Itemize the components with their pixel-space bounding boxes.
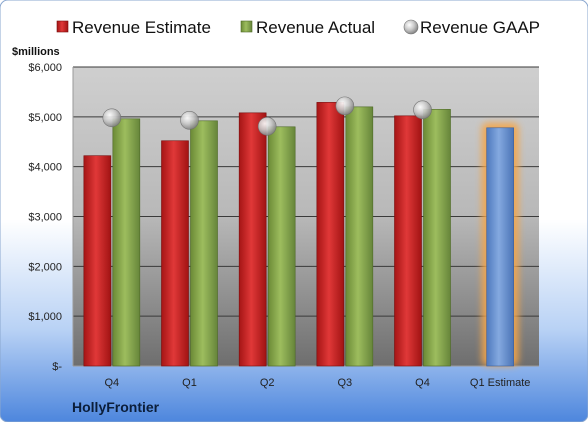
legend-swatch: [403, 19, 419, 35]
x-tick-label: Q3: [337, 377, 352, 389]
marker-revenue-gaap: [413, 100, 432, 120]
y-tick-label: $-: [52, 361, 62, 373]
marker-revenue-gaap: [257, 117, 277, 136]
y-tick-label: $3,000: [28, 212, 62, 224]
legend-label: Revenue Estimate: [72, 18, 211, 37]
bar-revenue-estimate: [161, 140, 189, 367]
bar-revenue-estimate: [316, 102, 345, 367]
legend: Revenue Estimate Revenue Actual Revenue GA…: [56, 18, 540, 37]
x-tick-label: Q1: [182, 377, 197, 389]
bar-revenue-estimate: [238, 112, 267, 367]
bar-revenue-actual: [112, 118, 141, 367]
y-tick-label: $1,000: [28, 311, 62, 323]
y-tick-label: $4,000: [28, 162, 62, 174]
marker-revenue-gaap: [102, 108, 122, 128]
bar-revenue-actual: [267, 126, 296, 367]
legend-label: Revenue GAAP: [420, 18, 540, 37]
x-tick-label: Q4: [104, 377, 119, 389]
legend-swatch: [240, 20, 253, 33]
company-name: HollyFrontier: [72, 399, 160, 415]
unit-label: $millions: [12, 46, 60, 58]
bar-q1-estimate: [486, 127, 514, 367]
x-tick-label: Q2: [260, 377, 275, 389]
x-tick-label: Q1 Estimate: [470, 377, 531, 389]
x-tick-label: Q4: [415, 377, 430, 389]
bar-revenue-actual: [190, 120, 218, 367]
legend-label: Revenue Actual: [256, 18, 375, 37]
bar-revenue-estimate: [83, 155, 112, 367]
marker-revenue-gaap: [335, 96, 355, 116]
bar-revenue-estimate: [394, 115, 422, 367]
y-tick-label: $2,000: [28, 261, 62, 273]
bar-revenue-actual: [423, 109, 451, 367]
y-tick-label: $6,000: [28, 62, 62, 74]
bar-revenue-actual: [345, 106, 374, 367]
marker-revenue-gaap: [180, 111, 199, 130]
legend-swatch: [56, 20, 69, 33]
y-tick-label: $5,000: [28, 112, 62, 124]
